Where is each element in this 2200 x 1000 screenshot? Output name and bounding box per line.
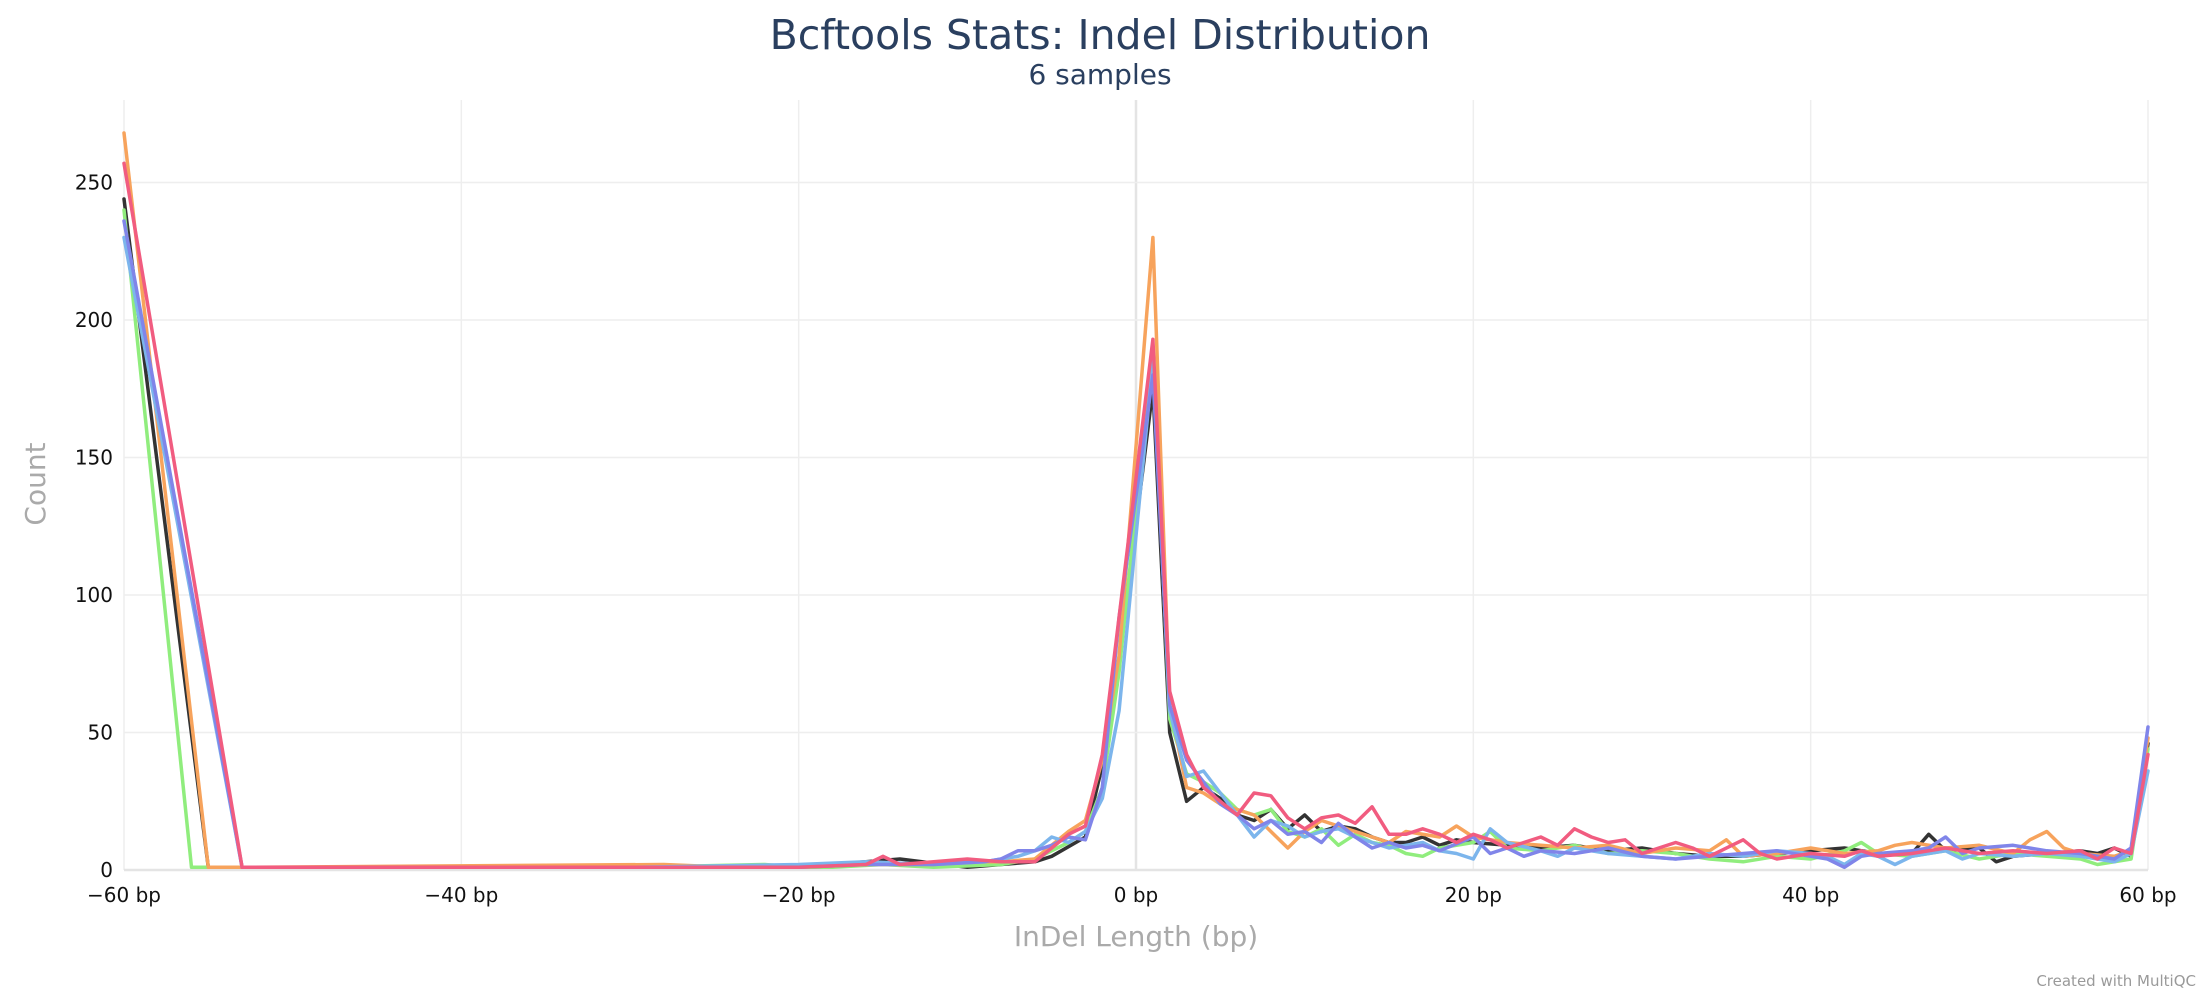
x-tick-label: 40 bp [1782, 883, 1839, 907]
y-axis-title: Count [19, 442, 52, 525]
x-tick-label: −60 bp [87, 883, 161, 907]
x-tick-label: 60 bp [2119, 883, 2176, 907]
series-lines [122, 131, 2150, 870]
series-line-4 [122, 235, 2150, 870]
y-tick-label: 100 [75, 583, 113, 607]
chart-subtitle: 6 samples [1028, 58, 1171, 91]
y-tick-label: 150 [75, 446, 113, 470]
x-tick-label: 20 bp [1445, 883, 1502, 907]
grid-lines [123, 100, 2149, 872]
x-axis-title: InDel Length (bp) [1014, 920, 1258, 953]
chart-title: Bcftools Stats: Indel Distribution [770, 11, 1431, 59]
y-tick-label: 0 [100, 858, 113, 882]
axis-ticks: −60 bp −40 bp −20 bp 0 bp 20 bp 40 bp 60 bp 0 50… [75, 171, 2177, 908]
y-tick-label: 250 [75, 171, 113, 195]
y-tick-label: 50 [88, 721, 113, 745]
y-tick-label: 200 [75, 308, 113, 332]
series-line-6 [122, 161, 2150, 870]
x-tick-label: −40 bp [424, 883, 498, 907]
x-tick-label: 0 bp [1114, 883, 1158, 907]
series-line-5 [122, 219, 2150, 870]
x-tick-label: −20 bp [762, 883, 836, 907]
series-line-1 [122, 197, 2150, 870]
credit-text: Created with MultiQC [2036, 972, 2196, 990]
